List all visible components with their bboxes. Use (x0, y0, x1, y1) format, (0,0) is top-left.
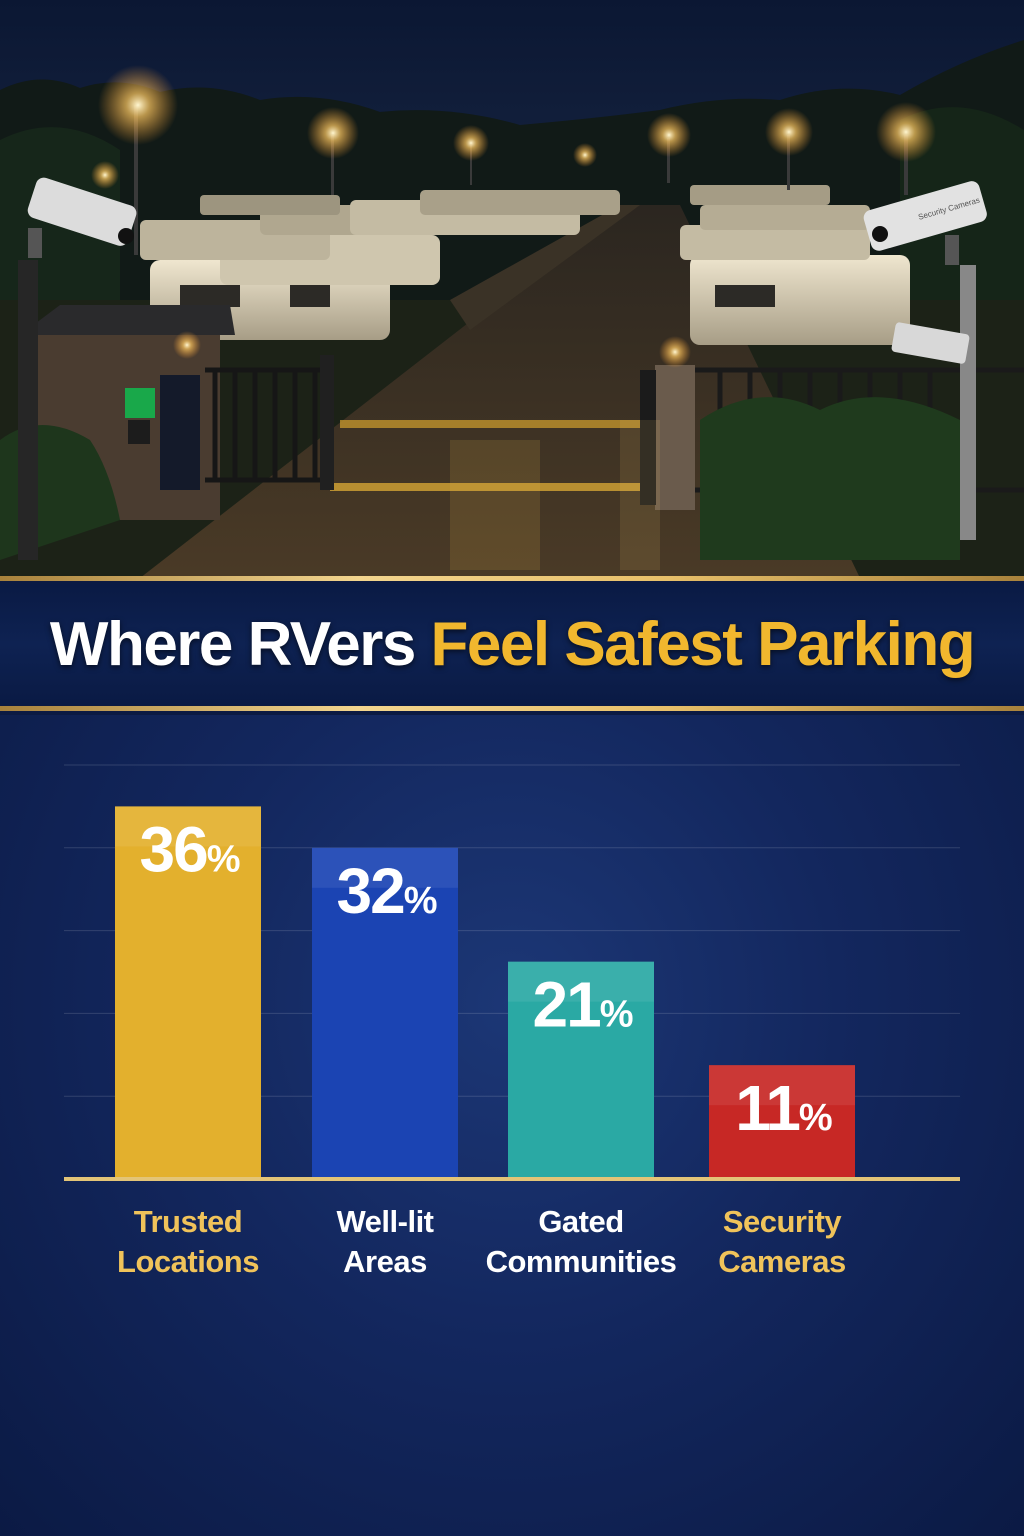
data-label-value: 21 (533, 969, 601, 1041)
data-label-1: 32% (337, 855, 438, 927)
left-security-camera-icon (27, 177, 137, 258)
data-label-unit: % (404, 880, 438, 922)
bar-chart: 36% Trusted Locations 32% Well-lit Areas 21% Ga… (64, 764, 960, 1279)
bar-2 (508, 961, 654, 1179)
bar-3 (709, 1065, 855, 1179)
data-label-0: 36% (140, 813, 241, 885)
top-gold-rule (0, 576, 1024, 581)
rv-park-night-photo: Security Cameras (0, 0, 1024, 578)
chart-baseline (64, 1177, 960, 1181)
data-label-unit: % (207, 838, 241, 880)
category-label-0-line-0: Trusted (134, 1204, 242, 1239)
title-gold-part: Feel Safest Parking (430, 609, 976, 679)
data-label-unit: % (600, 994, 634, 1036)
title-band: Where RVers Feel Safest Parking (0, 583, 1024, 705)
data-label-unit: % (799, 1097, 833, 1139)
data-label-3: 11% (735, 1072, 832, 1144)
data-label-value: 32 (337, 855, 405, 927)
lower-security-camera-icon (891, 322, 970, 364)
title-white-part: Where RVers (49, 609, 431, 679)
chart-panel: 36% Trusted Locations 32% Well-lit Areas 21% Ga… (0, 715, 1024, 1536)
bar-highlight-2 (508, 961, 654, 1002)
bar-0 (115, 806, 261, 1179)
bar-highlight-1 (312, 847, 458, 888)
category-label-2-line-1: Communities (486, 1244, 677, 1279)
bottom-gold-rule (0, 706, 1024, 711)
category-label-3-line-0: Security (723, 1204, 843, 1239)
data-label-value: 36 (140, 813, 208, 885)
data-label-2: 21% (533, 969, 634, 1041)
bar-highlight-0 (115, 806, 261, 847)
bar-highlight-3 (709, 1065, 855, 1106)
data-label-value: 11 (735, 1072, 799, 1144)
category-label-3-line-1: Cameras (718, 1244, 845, 1279)
category-label-1-line-0: Well-lit (336, 1204, 433, 1239)
category-label-1-line-1: Areas (343, 1244, 427, 1279)
bar-1 (312, 847, 458, 1179)
left-camera-pole (18, 260, 38, 560)
page-title: Where RVers Feel Safest Parking (49, 609, 976, 680)
category-label-2-line-0: Gated (538, 1204, 623, 1239)
category-label-0-line-1: Locations (117, 1244, 259, 1279)
right-security-camera-icon: Security Cameras (863, 181, 987, 265)
